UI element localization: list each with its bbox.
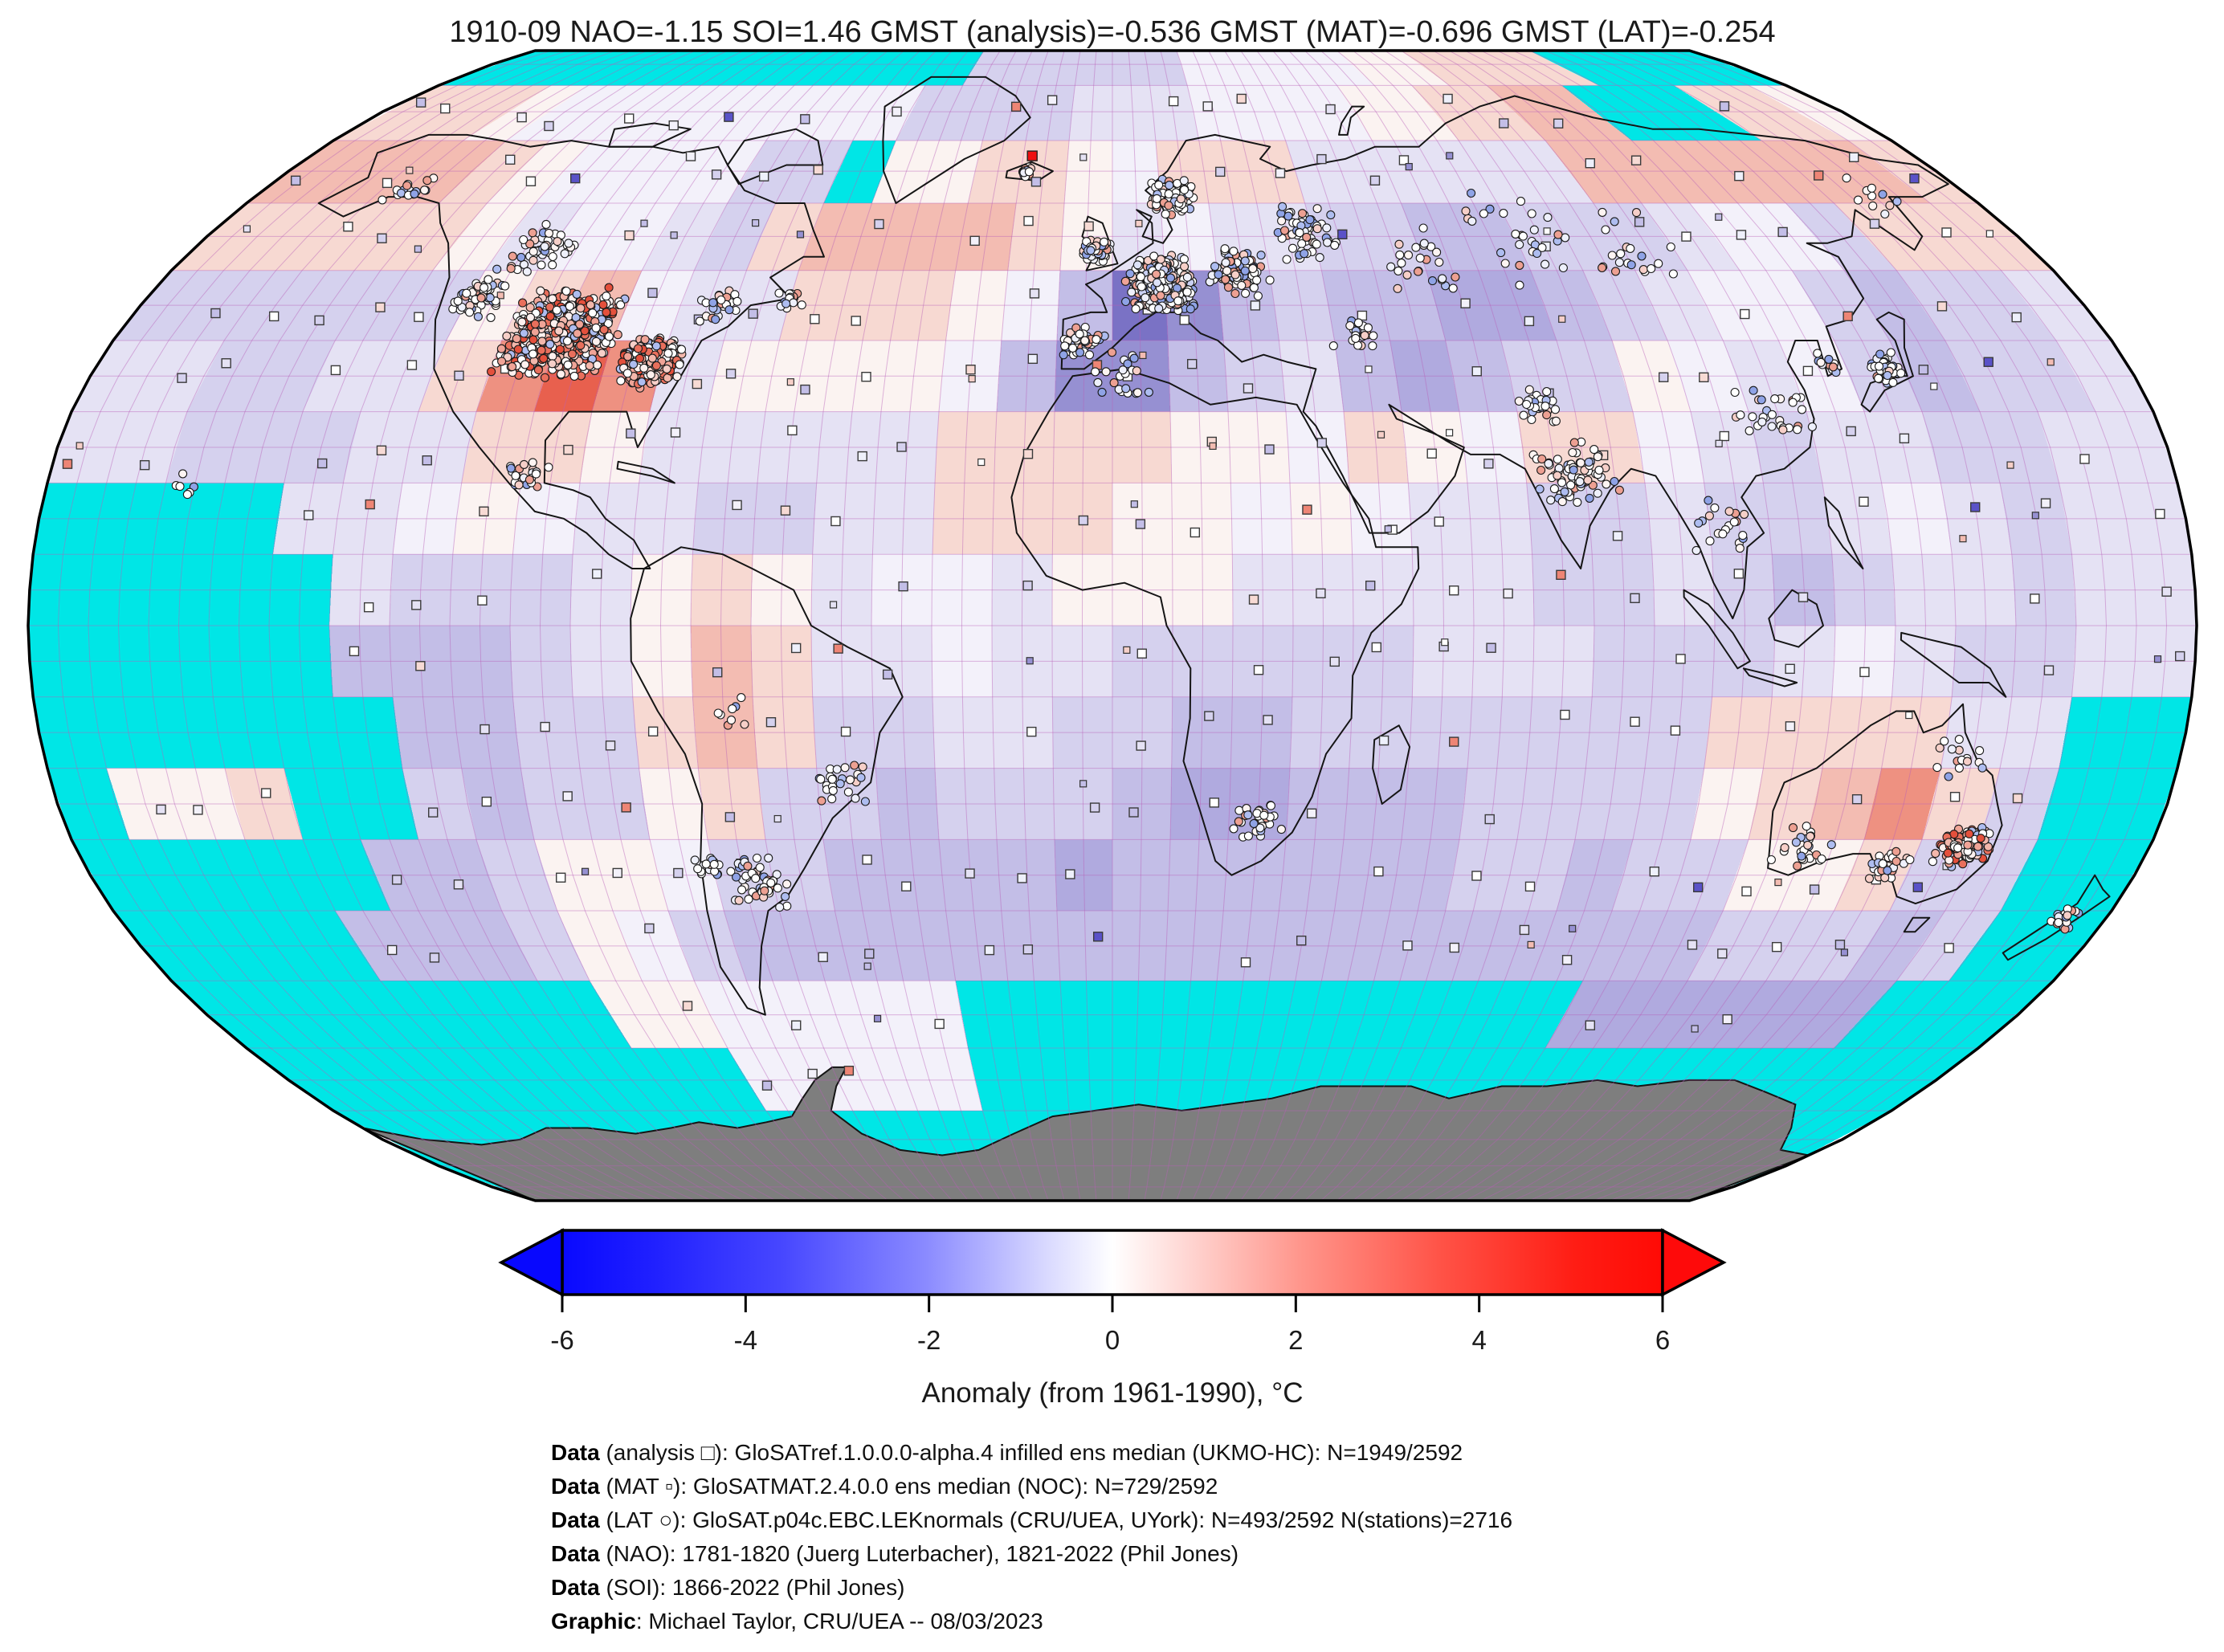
colorbar-gradient-bar xyxy=(561,1229,1664,1296)
credit-text: : Michael Taylor, CRU/UEA -- 08/03/2023 xyxy=(635,1609,1043,1634)
colorbar-tick-label: -4 xyxy=(734,1325,757,1355)
colorbar-tick-label: 2 xyxy=(1288,1325,1303,1355)
credit-prefix: Data xyxy=(551,1507,600,1532)
credit-text: (MAT ▫): GloSATMAT.2.4.0.0 ens median (N… xyxy=(599,1474,1218,1499)
lat-station-circles xyxy=(171,162,2083,934)
map-and-colorbar: -6 -4 -2 0 2 4 6 xyxy=(27,49,2198,1355)
credits-block: Data (analysis □): GloSATref.1.0.0.0-alp… xyxy=(551,1436,1512,1638)
credit-prefix: Data xyxy=(551,1541,600,1566)
credit-text: (LAT ○): GloSAT.p04c.EBC.LEKnormals (CRU… xyxy=(599,1507,1513,1532)
credit-line: Data (analysis □): GloSATref.1.0.0.0-alp… xyxy=(551,1436,1512,1470)
colorbar-tick-label: -6 xyxy=(550,1325,573,1355)
colorbar-tick-label: 6 xyxy=(1655,1325,1670,1355)
credit-line: Data (MAT ▫): GloSATMAT.2.4.0.0 ens medi… xyxy=(551,1470,1512,1503)
credit-prefix: Graphic xyxy=(551,1609,636,1634)
credit-prefix: Data xyxy=(551,1440,600,1465)
mat-square-markers xyxy=(75,150,2162,1033)
antarctica xyxy=(362,1066,1812,1201)
world-map xyxy=(28,51,2197,1201)
map-outline xyxy=(27,49,2198,1202)
credit-line: Data (LAT ○): GloSAT.p04c.EBC.LEKnormals… xyxy=(551,1503,1512,1537)
credit-prefix: Data xyxy=(551,1474,600,1499)
colorbar-tick-label: 4 xyxy=(1471,1325,1486,1355)
colorbar-tick-label: -2 xyxy=(917,1325,941,1355)
credit-text: (SOI): 1866-2022 (Phil Jones) xyxy=(599,1575,905,1600)
credit-text: (analysis □): GloSATref.1.0.0.0-alpha.4 … xyxy=(599,1440,1463,1465)
colorbar-right-arrow xyxy=(1661,1228,1727,1297)
colorbar-tick-label: 0 xyxy=(1105,1325,1120,1355)
credit-prefix: Data xyxy=(551,1575,600,1600)
credit-line: Data (SOI): 1866-2022 (Phil Jones) xyxy=(551,1571,1512,1605)
colorbar-left-arrow xyxy=(498,1228,564,1297)
figure-title: 1910-09 NAO=-1.15 SOI=1.46 GMST (analysi… xyxy=(449,15,1775,49)
colorbar: -6 -4 -2 0 2 4 6 xyxy=(498,1228,1727,1355)
credit-line: Graphic: Michael Taylor, CRU/UEA -- 08/0… xyxy=(551,1605,1512,1638)
colorbar-axis-label: Anomaly (from 1961-1990), °C xyxy=(921,1377,1303,1409)
credit-line: Data (NAO): 1781-1820 (Juerg Luterbacher… xyxy=(551,1537,1512,1571)
credit-text: (NAO): 1781-1820 (Juerg Luterbacher), 18… xyxy=(599,1541,1239,1566)
